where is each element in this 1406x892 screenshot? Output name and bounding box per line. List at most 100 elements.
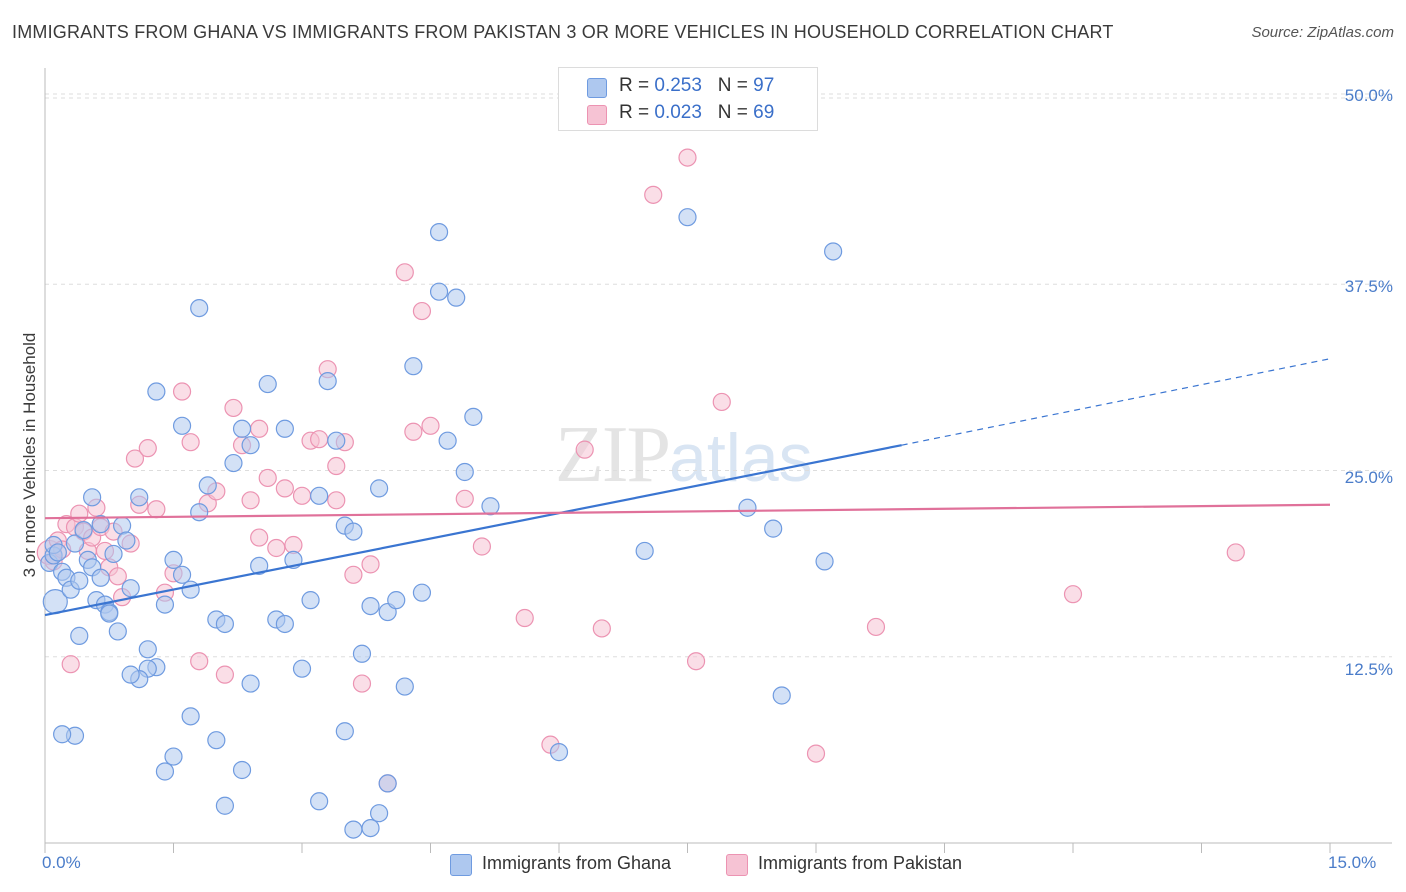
ghana-point [241,436,260,455]
ghana-point [310,486,329,505]
watermark-atlas: atlas [669,420,813,496]
ghana-point [100,604,119,623]
ghana-point [181,707,200,726]
pakistan-point [404,422,423,441]
ghana-point [361,596,380,616]
r-label: R = [619,102,655,123]
ghana-point [738,498,757,517]
ghana-point [404,357,423,376]
x-tick-label-min: 0.0% [42,853,81,872]
ghana-point [464,407,483,426]
pakistan-point [361,555,380,574]
ghana-point [395,677,414,696]
ghana-point [772,686,791,705]
pakistan-point [344,565,363,584]
ghana-point [318,372,337,391]
pakistan-point [678,148,697,167]
ghana-point [301,591,320,610]
ghana-point [344,522,363,541]
pakistan-point [181,433,200,452]
ghana-point [447,288,466,307]
y-axis-label: 3 or more Vehicles in Household [20,332,39,578]
ghana-point [224,453,243,473]
pakistan-point [147,500,166,519]
n-label: N = [717,102,754,123]
ghana-trend-extension [901,358,1331,446]
ghana-point [74,520,93,540]
pakistan-point [61,655,80,674]
ghana-point [429,223,449,242]
pakistan-point [1063,585,1083,604]
ghana-point [172,416,192,435]
ghana-point [292,659,312,678]
pakistan-point [352,674,372,693]
ghana-point [258,374,277,394]
r-value: 0.023 [654,102,702,123]
chart-title: IMMIGRANTS FROM GHANA VS IMMIGRANTS FROM… [12,22,1114,42]
pakistan-point [70,504,89,523]
pakistan-point [327,456,346,476]
pakistan-point [267,538,286,558]
ghana-point [121,665,140,684]
ghana-point [370,804,389,823]
watermark-zip: ZIP [555,411,671,499]
pakistan-point [575,440,594,459]
ghana-point [70,626,89,645]
pakistan-point [310,430,329,449]
ghana-swatch [587,78,607,98]
ghana-point [815,552,834,571]
ghana-point [91,515,110,534]
ghana-point [117,531,136,550]
ghana-point [310,792,329,811]
ghana-point [83,488,102,507]
pakistan-point [712,392,731,412]
ghana-point [190,298,209,318]
ghana-point [207,731,226,750]
pakistan-point [125,449,145,468]
ghana-point [70,571,89,590]
pakistan-point [806,744,826,763]
ghana-point [138,640,157,659]
ghana-point [335,722,354,741]
ghana-point [108,622,127,641]
n-label: N = [717,75,754,96]
ghana-point [121,579,140,598]
pakistan-point [172,382,192,401]
ghana-point [198,476,217,495]
ghana-point [481,497,500,516]
ghana-point [678,208,697,227]
pakistan-trend-line [44,503,1331,520]
n-value: 97 [753,75,775,96]
ghana-point [104,544,123,564]
pakistan-point [412,301,432,321]
ghana-point [370,479,389,498]
r-label: R = [619,75,655,96]
ghana-point [181,580,200,599]
pakistan-point [644,185,663,204]
pakistan-point [327,491,346,510]
ghana-point [275,614,294,634]
pakistan-point [258,468,277,488]
pakistan-point [686,652,706,671]
ghana-point [764,519,783,538]
series-legend: Immigrants from Ghana Immigrants from Pa… [0,850,1406,878]
pakistan-point [241,491,260,510]
pakistan-point [421,416,440,435]
ghana-point [172,565,192,584]
pakistan-point [250,528,269,547]
ghana-point [429,282,449,301]
pakistan-point [592,619,611,638]
legend-label-pakistan: Immigrants from Pakistan [758,853,963,873]
ghana-point [455,462,474,482]
watermark: ZIPatlas [555,410,813,501]
pakistan-point [395,263,414,282]
pakistan-point [455,489,474,508]
y-tick-label: 12.5% [1344,660,1393,679]
ghana-point [241,674,260,693]
pakistan-point [515,608,534,628]
pakistan-point [275,479,294,498]
ghana-point [824,242,843,261]
pakistan-point [138,439,157,458]
ghana-point [387,591,406,610]
x-tick-label-max: 15.0% [1328,853,1377,872]
